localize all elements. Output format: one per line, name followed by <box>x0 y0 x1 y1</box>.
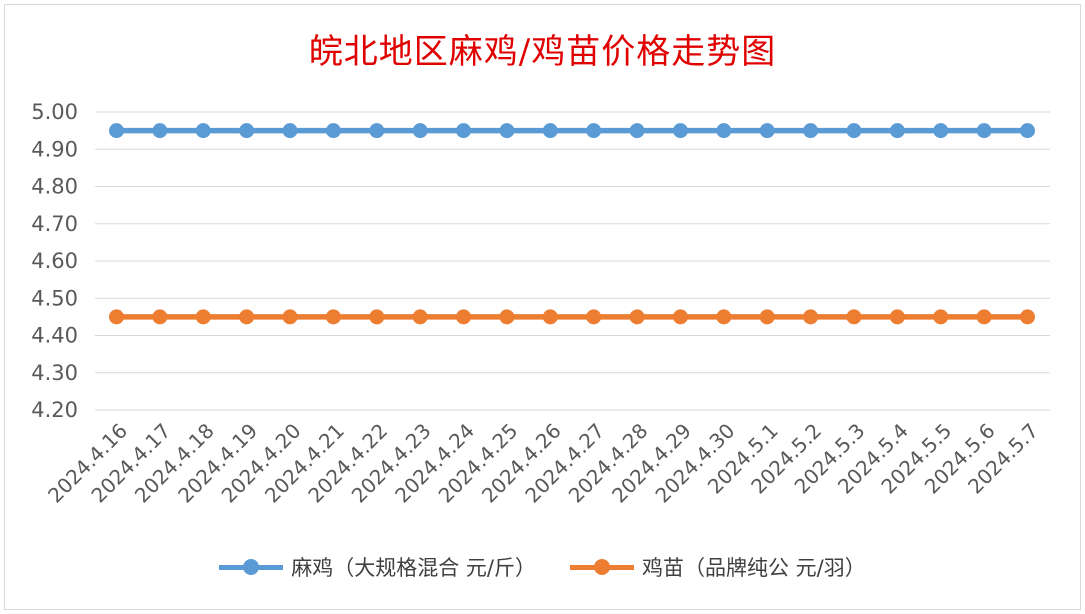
data-point <box>412 309 428 325</box>
data-point <box>846 309 862 325</box>
data-point <box>369 309 385 325</box>
data-point <box>889 123 905 139</box>
data-point <box>542 123 558 139</box>
y-tick-label: 4.40 <box>31 324 78 348</box>
data-point <box>716 309 732 325</box>
data-point <box>672 309 688 325</box>
data-point <box>976 123 992 139</box>
data-point <box>499 309 515 325</box>
data-point <box>152 123 168 139</box>
data-point <box>542 309 558 325</box>
data-point <box>1020 123 1035 139</box>
legend-item-1: 鸡苗（品牌纯公 元/羽） <box>570 552 866 582</box>
data-point <box>933 309 949 325</box>
data-point <box>239 123 255 139</box>
data-point <box>586 309 602 325</box>
chart-frame <box>4 4 1081 610</box>
legend-item-0: 麻鸡（大规格混合 元/斤） <box>219 552 536 582</box>
legend-swatch-icon <box>219 559 284 575</box>
data-point <box>672 123 688 139</box>
data-point <box>109 123 124 139</box>
data-point <box>195 309 211 325</box>
data-point <box>282 309 298 325</box>
y-tick-label: 4.90 <box>31 137 78 161</box>
data-point <box>152 309 168 325</box>
data-point <box>803 123 819 139</box>
legend: 麻鸡（大规格混合 元/斤） 鸡苗（品牌纯公 元/羽） <box>0 552 1085 582</box>
y-tick-label: 5.00 <box>31 100 78 124</box>
y-tick-label: 4.20 <box>31 398 78 422</box>
data-point <box>933 123 949 139</box>
data-point <box>629 309 645 325</box>
data-point <box>759 309 775 325</box>
data-point <box>1020 309 1035 325</box>
y-tick-label: 4.30 <box>31 361 78 385</box>
data-point <box>629 123 645 139</box>
legend-label: 麻鸡（大规格混合 元/斤） <box>291 556 536 580</box>
data-point <box>239 309 255 325</box>
data-point <box>586 123 602 139</box>
data-point <box>499 123 515 139</box>
y-tick-label: 4.50 <box>31 286 78 310</box>
data-point <box>456 309 472 325</box>
data-point <box>369 123 385 139</box>
y-tick-label: 4.80 <box>31 175 78 199</box>
legend-swatch-icon <box>570 559 634 575</box>
chart-title: 皖北地区麻鸡/鸡苗价格走势图 <box>308 32 777 72</box>
data-point <box>759 123 775 139</box>
data-point <box>195 123 211 139</box>
data-point <box>109 309 124 325</box>
legend-label: 鸡苗（品牌纯公 元/羽） <box>642 556 866 580</box>
data-point <box>889 309 905 325</box>
data-point <box>803 309 819 325</box>
data-point <box>325 123 341 139</box>
data-point <box>846 123 862 139</box>
data-point <box>456 123 472 139</box>
data-point <box>282 123 298 139</box>
data-point <box>976 309 992 325</box>
y-tick-label: 4.60 <box>31 249 78 273</box>
data-point <box>412 123 428 139</box>
data-point <box>716 123 732 139</box>
data-point <box>325 309 341 325</box>
y-tick-label: 4.70 <box>31 212 78 236</box>
